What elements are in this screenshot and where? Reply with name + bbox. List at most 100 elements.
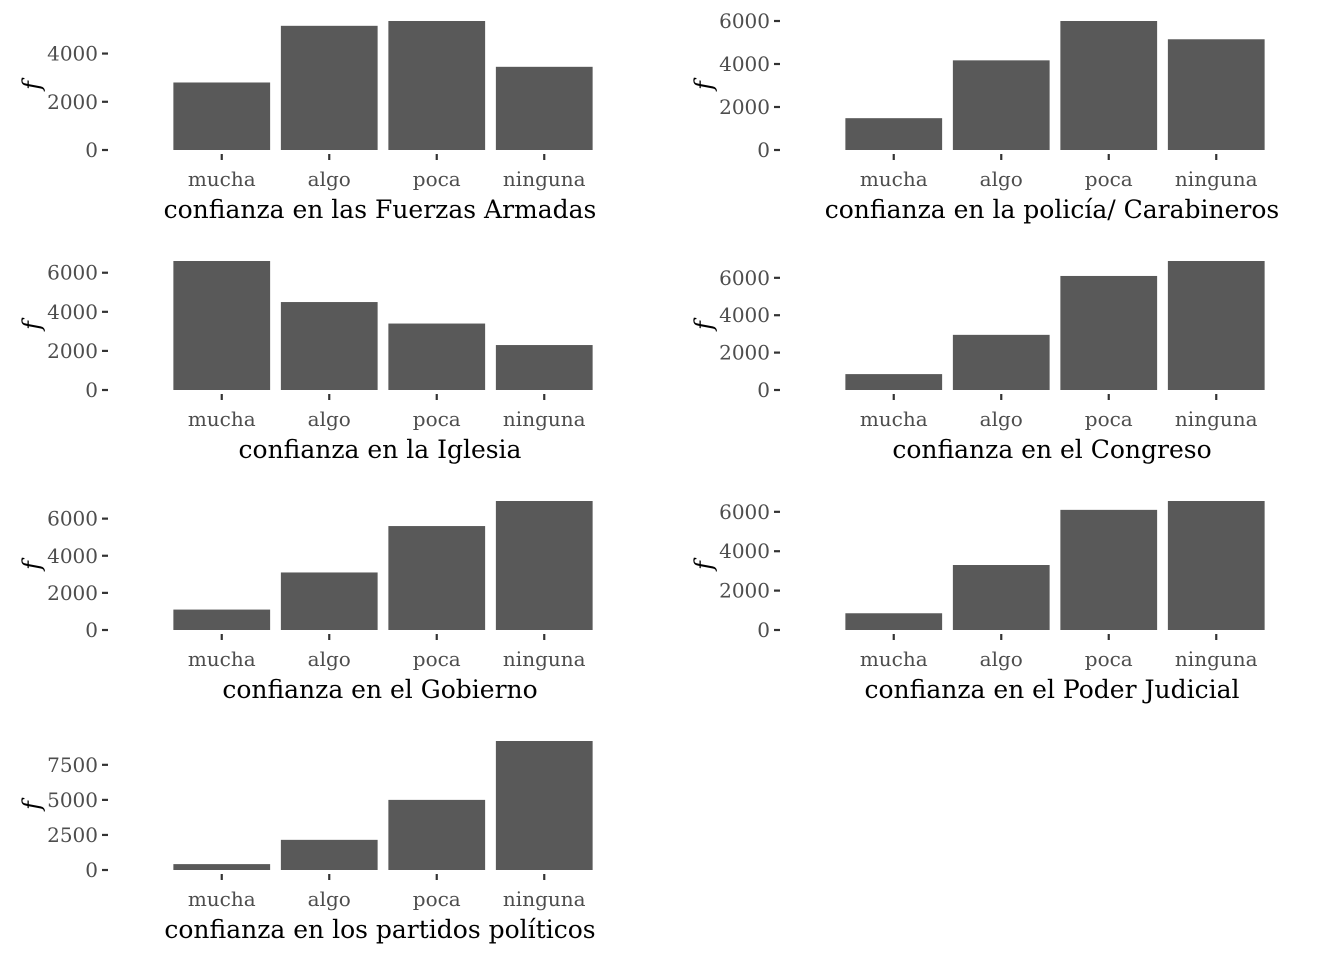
y-tick-label: 2500 [47,823,98,847]
bar-ninguna [1167,261,1265,390]
y-tick-label: 6000 [47,507,98,531]
y-tick-label: 0 [757,138,770,162]
bar-poca [1060,275,1158,390]
y-tick-label: 5000 [47,788,98,812]
y-tick-label: 2000 [47,581,98,605]
x-tick-label: algo [980,407,1023,431]
bar-algo [280,572,378,630]
x-tick-label: poca [413,167,461,191]
bar-chart-panel-7: mucha algo poca ninguna 0 2500 5000 7500 f confia… [18,741,596,944]
bar-chart-panel-3: mucha algo poca ninguna 0 2000 4000 6000 f confia… [18,261,593,464]
bar-algo [280,25,378,150]
bar-chart-panel-2: mucha algo poca ninguna 0 2000 4000 6000 f confia… [690,9,1279,224]
x-tick-label: algo [308,407,351,431]
x-axis-title: confianza en la Iglesia [239,435,522,464]
bar-ninguna [495,741,593,870]
x-tick-label: algo [980,647,1023,671]
bar-ninguna [495,345,593,390]
y-tick-label: 0 [757,378,770,402]
bar-mucha [845,374,943,390]
bar-ninguna [1167,39,1265,150]
x-tick-label: poca [413,887,461,911]
bar-mucha [845,613,943,630]
x-tick-label: mucha [188,887,256,911]
y-tick-label: 2000 [47,339,98,363]
x-tick-label: ninguna [503,887,586,911]
y-tick-label: 0 [85,138,98,162]
y-axis-title: f [690,557,718,572]
bar-mucha [173,864,271,870]
bar-algo [280,302,378,390]
y-tick-label: 0 [757,618,770,642]
x-tick-label: algo [980,167,1023,191]
y-tick-label: 2000 [719,95,770,119]
y-tick-label: 6000 [719,9,770,33]
x-tick-label: poca [1085,407,1133,431]
x-tick-label: ninguna [1175,647,1258,671]
y-tick-label: 2000 [47,90,98,114]
y-axis-title: f [18,557,46,572]
bar-algo [952,60,1050,150]
bar-algo [952,565,1050,630]
bar-mucha [845,118,943,150]
x-tick-label: algo [308,647,351,671]
bar-ninguna [495,501,593,630]
y-tick-label: 4000 [719,539,770,563]
x-tick-label: mucha [860,647,928,671]
x-tick-label: ninguna [1175,407,1258,431]
x-tick-label: poca [1085,167,1133,191]
bar-poca [1060,21,1158,150]
bar-algo [280,839,378,870]
x-tick-label: ninguna [503,647,586,671]
bar-poca [388,799,486,870]
x-tick-label: ninguna [503,407,586,431]
bar-mucha [173,261,271,390]
bar-chart-panel-5: mucha algo poca ninguna 0 2000 4000 6000 f confia… [18,501,593,704]
x-tick-label: algo [308,887,351,911]
x-axis-title: confianza en el Gobierno [222,675,537,704]
bar-poca [388,323,486,390]
bar-ninguna [1167,501,1265,630]
y-axis-title: f [18,77,46,92]
x-tick-label: poca [413,647,461,671]
bar-chart-panel-4: mucha algo poca ninguna 0 2000 4000 6000 f confia… [690,261,1265,464]
y-tick-label: 2000 [719,579,770,603]
y-tick-label: 6000 [719,266,770,290]
y-tick-label: 4000 [47,42,98,66]
x-tick-label: mucha [188,647,256,671]
x-axis-title: confianza en la policía/ Carabineros [825,195,1279,224]
y-tick-label: 4000 [719,303,770,327]
bar-ninguna [495,66,593,150]
x-tick-label: mucha [188,167,256,191]
y-tick-label: 2000 [719,341,770,365]
bar-poca [388,526,486,630]
y-tick-label: 7500 [47,753,98,777]
x-tick-label: mucha [860,167,928,191]
y-tick-label: 6000 [47,261,98,285]
y-tick-label: 4000 [719,52,770,76]
y-axis-title: f [690,317,718,332]
bar-mucha [173,609,271,630]
x-tick-label: poca [1085,647,1133,671]
x-tick-label: mucha [188,407,256,431]
bar-mucha [173,82,271,150]
y-axis-title: f [18,797,46,812]
y-tick-label: 0 [85,858,98,882]
x-axis-title: confianza en el Poder Judicial [864,675,1239,704]
x-tick-label: algo [308,167,351,191]
x-axis-title: confianza en el Congreso [892,435,1211,464]
bar-algo [952,334,1050,390]
x-axis-title: confianza en los partidos políticos [164,915,595,944]
y-tick-label: 4000 [47,300,98,324]
y-tick-label: 4000 [47,544,98,568]
x-axis-title: confianza en las Fuerzas Armadas [164,195,597,224]
y-tick-label: 6000 [719,500,770,524]
x-tick-label: ninguna [503,167,586,191]
y-tick-label: 0 [85,378,98,402]
y-tick-label: 0 [85,618,98,642]
x-tick-label: poca [413,407,461,431]
bar-chart-panel-6: mucha algo poca ninguna 0 2000 4000 6000 f confia… [690,500,1265,704]
x-tick-label: mucha [860,407,928,431]
